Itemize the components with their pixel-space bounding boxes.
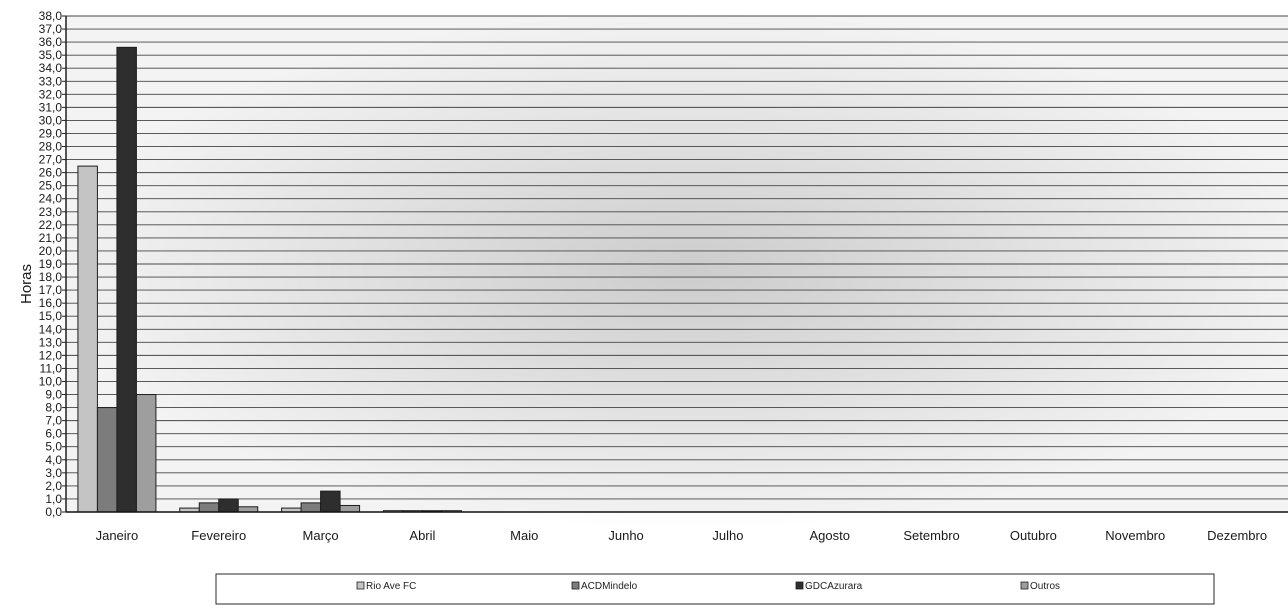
x-category-label: Setembro: [903, 528, 959, 543]
y-tick-label: 7,0: [45, 414, 62, 428]
y-tick-label: 35,0: [39, 48, 63, 62]
y-tick-label: 26,0: [39, 166, 63, 180]
x-category-label: Outubro: [1010, 528, 1057, 543]
bar: [116, 46, 137, 513]
x-category-label: Junho: [608, 528, 643, 543]
y-tick-label: 14,0: [39, 322, 63, 336]
category-labels: Janeiro Fevereiro Março Abril Maio Junho Julho…: [96, 528, 1267, 543]
y-tick-label: 24,0: [39, 192, 63, 206]
x-category-label: Janeiro: [96, 528, 139, 543]
y-tick-label: 8,0: [45, 401, 62, 415]
bar: [198, 502, 220, 513]
y-tick-label: 9,0: [45, 388, 62, 402]
legend-swatch: [795, 581, 804, 590]
legend-label: Rio Ave FC: [366, 581, 416, 592]
x-category-label: Fevereiro: [191, 528, 246, 543]
x-category-label: Março: [303, 528, 339, 543]
y-tick-label: 36,0: [39, 35, 63, 49]
scan-shading: [50, 10, 1288, 530]
y-tick-label: 4,0: [45, 453, 62, 467]
y-tick-label: 1,0: [45, 492, 62, 506]
x-category-label: Julho: [712, 528, 743, 543]
y-tick-label: 12,0: [39, 348, 63, 362]
bars: [77, 46, 462, 513]
bar: [96, 407, 118, 513]
y-tick-label: 32,0: [39, 87, 63, 101]
y-axis-title: Horas: [18, 264, 35, 304]
y-tick-label: 30,0: [39, 113, 63, 127]
bar: [339, 504, 361, 513]
y-tick-label: 34,0: [39, 61, 63, 75]
x-category-label: Novembro: [1105, 528, 1165, 543]
legend-label: Outros: [1030, 581, 1060, 592]
y-tick-label: 23,0: [39, 205, 63, 219]
y-tick-label: 28,0: [39, 140, 63, 154]
gridlines: [66, 15, 1288, 500]
y-tick-label: 10,0: [39, 374, 63, 388]
y-tick-label: 11,0: [40, 361, 63, 375]
legend-label: GDCAzurara: [805, 581, 863, 592]
legend-swatch: [356, 581, 365, 590]
legend-swatch: [571, 581, 580, 590]
bar: [77, 165, 98, 513]
y-tick-label: 16,0: [39, 296, 63, 310]
legend: Rio Ave FC ACDMindelo GDCAzurara Outros: [356, 581, 1060, 592]
bar: [218, 498, 239, 513]
y-tick-label: 37,0: [39, 22, 63, 36]
legend-label: ACDMindelo: [581, 581, 638, 592]
bar: [237, 506, 259, 513]
y-tick-label: 18,0: [39, 270, 63, 284]
y-tick-label: 5,0: [45, 440, 62, 454]
bar: [320, 490, 341, 513]
bar: [135, 394, 157, 513]
x-category-label: Maio: [510, 528, 538, 543]
y-tick-label: 33,0: [39, 74, 63, 88]
y-tick-label: 19,0: [39, 257, 63, 271]
y-tick-label: 21,0: [39, 231, 63, 245]
x-category-label: Abril: [409, 528, 435, 543]
y-tick-label: 17,0: [39, 283, 63, 297]
bar: [300, 502, 322, 513]
y-tick-label: 3,0: [45, 466, 62, 480]
y-tick-label: 29,0: [39, 126, 63, 140]
y-tick-label: 38,0: [39, 9, 63, 23]
x-category-label: Agosto: [810, 528, 850, 543]
y-tick-label: 31,0: [39, 100, 63, 114]
x-category-label: Dezembro: [1207, 528, 1267, 543]
y-tick-label: 20,0: [39, 244, 63, 258]
y-tick-label: 6,0: [45, 427, 62, 441]
y-tick-labels: 0,01,02,03,04,05,06,07,08,09,010,011,012…: [39, 9, 66, 519]
y-tick-label: 13,0: [39, 335, 63, 349]
y-tick-label: 22,0: [39, 218, 63, 232]
legend-box: [215, 573, 1215, 605]
legend-swatch: [1020, 581, 1029, 590]
y-tick-label: 25,0: [39, 179, 63, 193]
y-tick-label: 2,0: [45, 479, 62, 493]
y-tick-label: 0,0: [45, 505, 62, 519]
y-tick-label: 27,0: [39, 153, 63, 167]
y-tick-label: 15,0: [39, 309, 63, 323]
